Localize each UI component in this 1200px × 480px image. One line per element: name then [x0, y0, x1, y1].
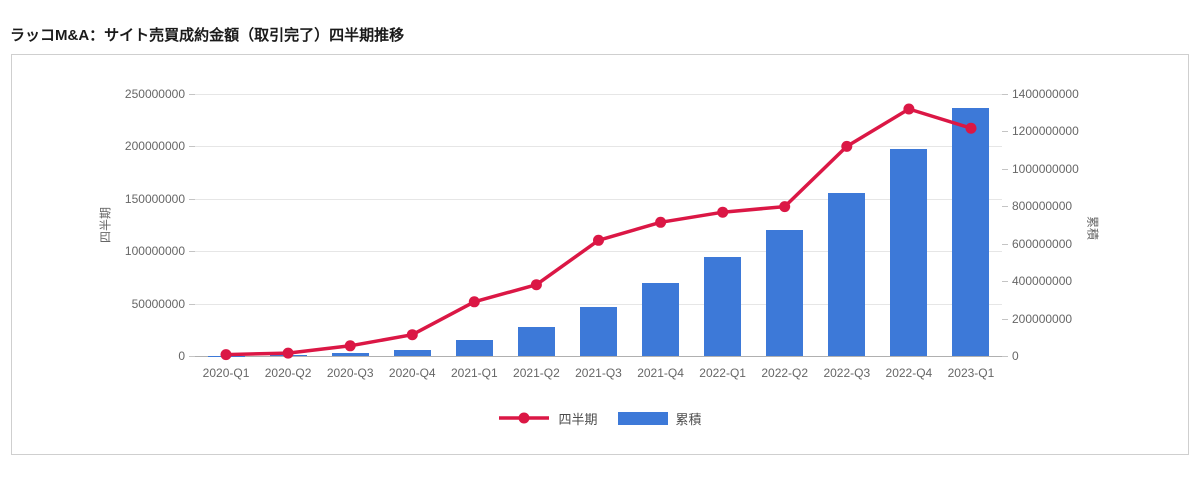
bar-series-marker-icon [617, 411, 668, 425]
line-data-point[interactable] [655, 216, 667, 228]
line-data-point[interactable] [779, 201, 791, 213]
right-axis-tick-label: 1400000000 [1012, 87, 1079, 101]
right-tick-mark [1002, 169, 1008, 170]
left-axis-tick-label: 100000000 [124, 244, 185, 258]
x-axis-tick-label: 2022-Q1 [699, 366, 746, 380]
gridline [195, 304, 1002, 305]
bar[interactable] [766, 230, 804, 356]
right-tick-mark [1002, 281, 1008, 282]
x-axis-tick-label: 2020-Q1 [202, 366, 250, 380]
legend-item-quarterly[interactable]: 四半期 [498, 409, 598, 428]
bar[interactable] [393, 349, 431, 356]
bar[interactable] [828, 192, 866, 356]
left-tick-mark [189, 94, 195, 95]
bar[interactable] [269, 355, 307, 356]
left-tick-mark [189, 199, 195, 200]
right-axis-tick-label: 1200000000 [1012, 124, 1079, 138]
x-axis-tick-label: 2021-Q2 [513, 366, 560, 380]
x-axis-tick-label: 2021-Q4 [637, 366, 684, 380]
x-axis-tick-label: 2022-Q4 [885, 366, 933, 380]
gridline [195, 94, 1002, 95]
right-tick-mark [1002, 94, 1008, 95]
line-data-point[interactable] [593, 234, 604, 246]
legend: 四半期 累積 [12, 409, 1188, 428]
left-tick-mark [189, 146, 195, 147]
right-tick-mark [1002, 206, 1008, 207]
gridline [195, 251, 1002, 252]
right-tick-mark [1002, 244, 1008, 245]
bar[interactable] [517, 327, 555, 356]
bar[interactable] [455, 339, 493, 356]
right-tick-mark [1002, 356, 1008, 357]
left-axis-tick-label: 0 [178, 349, 185, 363]
right-tick-mark [1002, 131, 1008, 132]
left-tick-mark [189, 304, 195, 305]
line-series-marker-icon [499, 412, 550, 424]
bar[interactable] [580, 306, 617, 356]
legend-label-quarterly: 四半期 [558, 411, 598, 427]
right-tick-mark [1002, 319, 1008, 320]
right-axis-tick-label: 600000000 [1012, 237, 1073, 251]
left-axis-tick-label: 200000000 [124, 139, 185, 153]
x-axis-tick-label: 2020-Q2 [264, 366, 312, 380]
line-data-point[interactable] [468, 296, 480, 308]
bar[interactable] [331, 353, 369, 356]
legend-label-cumulative: 累積 [675, 411, 702, 427]
right-axis-title: 累積 [1085, 215, 1100, 241]
left-tick-mark [189, 356, 195, 357]
line-data-point[interactable] [717, 206, 729, 218]
right-axis-tick-label: 800000000 [1012, 199, 1073, 213]
line-data-point[interactable] [530, 279, 542, 291]
bar[interactable] [207, 355, 245, 356]
right-axis-tick-label: 400000000 [1012, 274, 1073, 288]
bar[interactable] [952, 108, 990, 356]
bar[interactable] [642, 282, 680, 356]
line-series [220, 103, 977, 361]
right-axis-tick-label: 1000000000 [1012, 162, 1079, 176]
right-axis-tick-label: 0 [1012, 349, 1019, 363]
x-axis-tick-label: 2022-Q3 [823, 366, 871, 380]
x-axis-tick-label: 2020-Q3 [326, 366, 374, 380]
legend-item-cumulative[interactable]: 累積 [617, 409, 702, 428]
x-axis-tick-label: 2021-Q3 [575, 366, 622, 380]
right-axis-tick-label: 200000000 [1012, 312, 1073, 326]
gridline [195, 146, 1002, 147]
bar[interactable] [704, 257, 742, 356]
line-data-point[interactable] [406, 329, 418, 341]
x-axis-tick-label: 2022-Q2 [761, 366, 809, 380]
x-axis-tick-label: 2021-Q1 [450, 366, 498, 380]
left-axis-tick-label: 150000000 [124, 192, 185, 206]
bar[interactable] [890, 148, 928, 356]
x-axis-line [195, 356, 1002, 357]
left-tick-mark [189, 251, 195, 252]
page-title: ラッコM&A：サイト売買成約金額（取引完了）四半期推移 [10, 27, 405, 44]
chart-card: 四半期 累積 0 50000000 100000000 150000000 200000… [11, 54, 1189, 455]
left-axis-tick-label: 250000000 [124, 87, 185, 101]
left-axis-title: 四半期 [98, 206, 113, 244]
left-axis-tick-label: 50000000 [131, 297, 185, 311]
x-axis-tick-label: 2023-Q1 [947, 366, 995, 380]
line-data-point[interactable] [903, 103, 915, 115]
x-axis-tick-label: 2020-Q4 [388, 366, 436, 380]
line-data-point[interactable] [344, 340, 356, 352]
gridline [195, 199, 1002, 200]
